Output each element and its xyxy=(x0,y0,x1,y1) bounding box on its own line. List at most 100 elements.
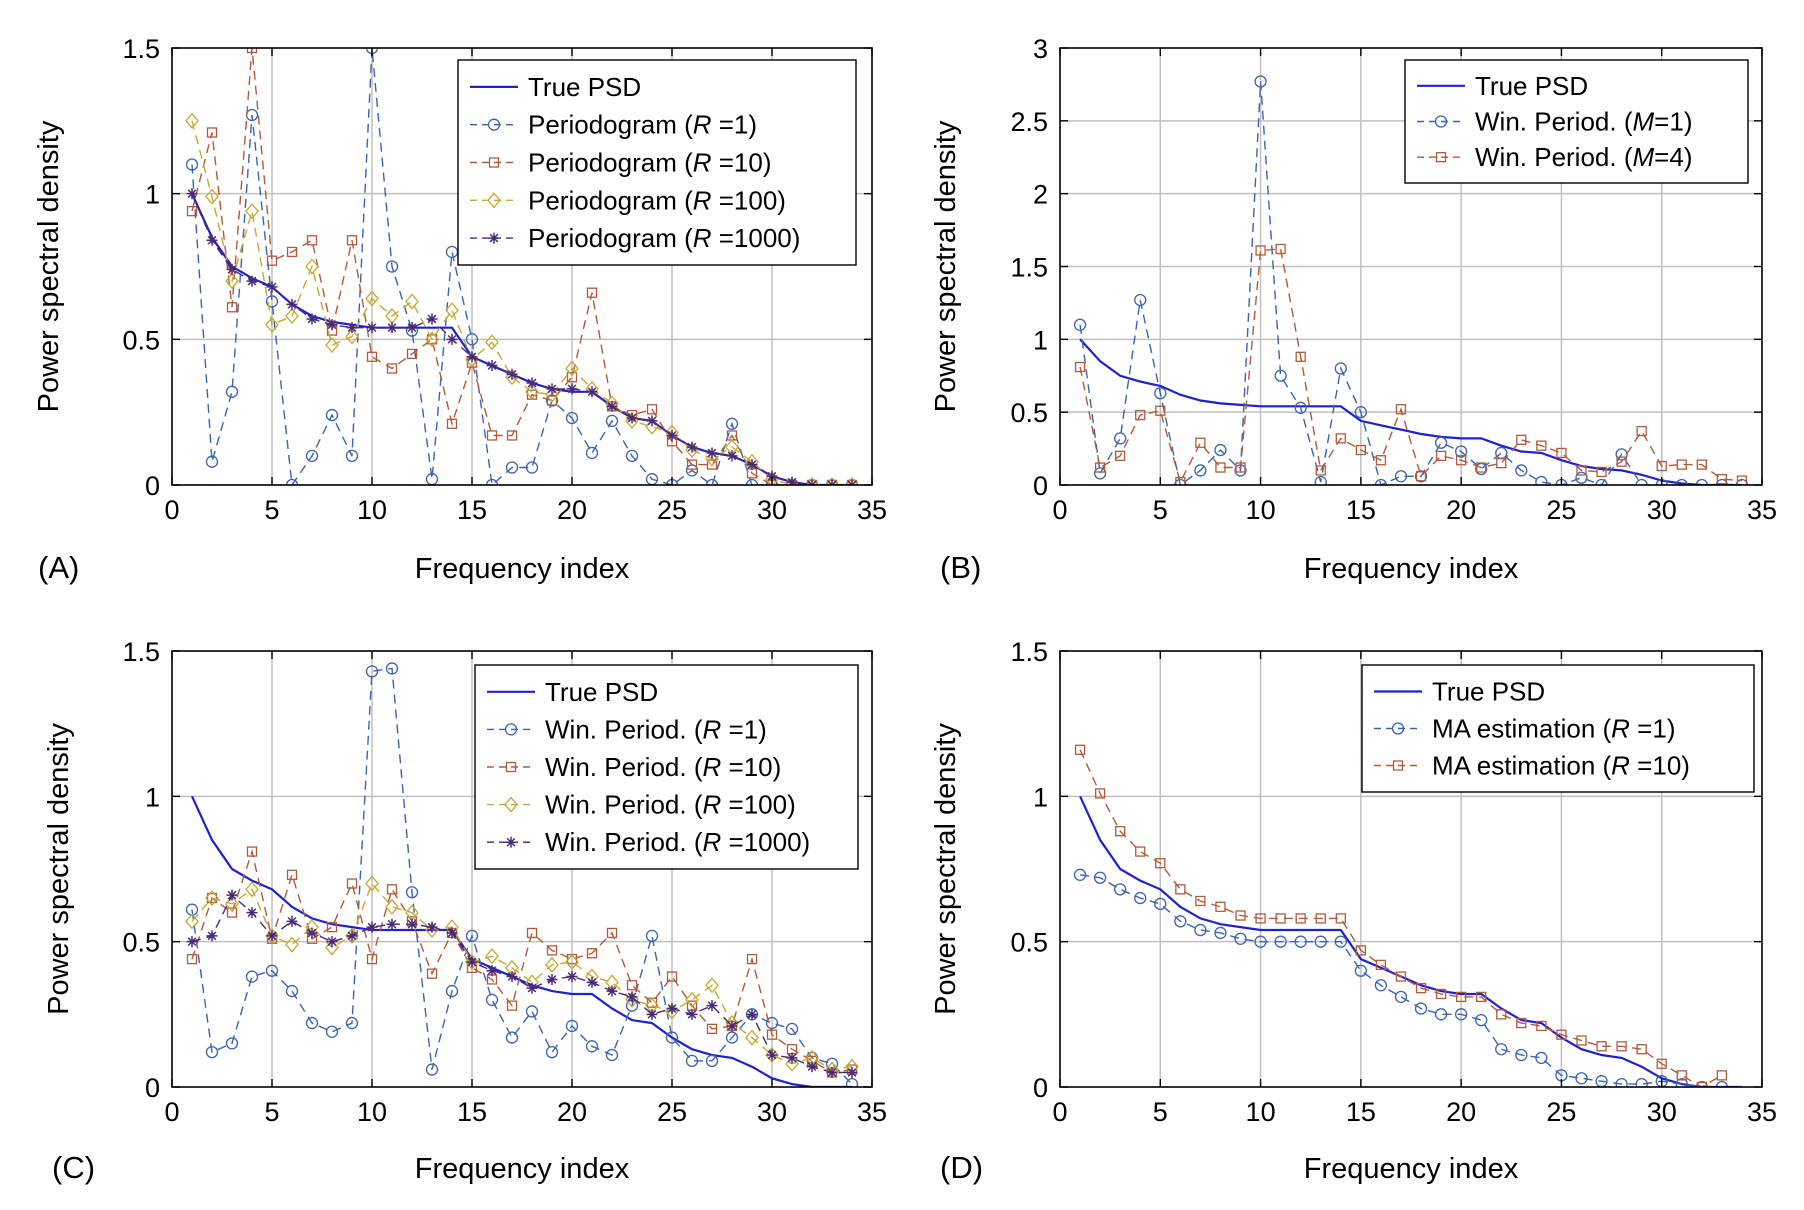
data-point xyxy=(345,328,359,345)
data-point xyxy=(786,476,798,485)
data-point xyxy=(186,188,198,200)
data-point xyxy=(605,1048,619,1062)
data-point xyxy=(306,313,318,325)
y-tick-label: 1.5 xyxy=(122,34,160,64)
data-point xyxy=(445,302,459,319)
legend-label: True PSD xyxy=(1432,677,1545,707)
data-point xyxy=(465,929,479,943)
data-point xyxy=(305,1016,319,1030)
data-point xyxy=(1635,1077,1648,1087)
data-point xyxy=(1275,913,1286,924)
data-point xyxy=(1073,318,1087,331)
data-point xyxy=(1335,433,1346,444)
data-point xyxy=(1155,858,1166,869)
data-point xyxy=(1073,868,1087,881)
data-point xyxy=(546,383,558,395)
data-point xyxy=(285,936,299,953)
data-point xyxy=(326,936,338,948)
data-point xyxy=(1635,478,1648,485)
data-point xyxy=(1135,409,1146,421)
series-line xyxy=(191,795,852,1087)
data-point xyxy=(666,971,678,982)
data-point xyxy=(305,258,319,275)
data-point xyxy=(1715,478,1729,485)
data-point xyxy=(745,1029,759,1046)
y-tick-label: 0 xyxy=(145,471,160,501)
series-r1000 xyxy=(186,188,858,485)
data-point xyxy=(645,929,659,943)
y-tick-label: 2.5 xyxy=(1010,107,1048,137)
data-point xyxy=(366,921,378,933)
x-tick-label: 30 xyxy=(757,495,787,525)
y-axis-label: Power spectral density xyxy=(930,723,962,1015)
ticks: 0 5 10 15 20 25 30 35 0 0.5 1 1.5 xyxy=(1010,637,1777,1127)
data-point xyxy=(246,907,258,919)
data-point xyxy=(426,334,438,345)
data-point xyxy=(725,1031,739,1044)
data-point xyxy=(1294,401,1307,414)
data-point xyxy=(705,1054,719,1067)
y-tick-label: 1 xyxy=(145,782,160,812)
data-point xyxy=(1154,897,1167,911)
data-point xyxy=(1115,826,1126,837)
data-point xyxy=(1414,1002,1428,1015)
data-point xyxy=(1195,437,1206,448)
data-point xyxy=(266,281,278,293)
data-point xyxy=(706,447,718,459)
data-point xyxy=(626,980,638,991)
data-point xyxy=(506,971,518,983)
legend-label: True PSD xyxy=(545,677,658,707)
y-tick-label: 0.5 xyxy=(122,325,160,355)
data-point xyxy=(1696,1081,1707,1087)
axes-box xyxy=(1059,650,1763,1088)
data-point xyxy=(1355,444,1367,456)
data-point xyxy=(646,415,658,427)
series-r10 xyxy=(1074,744,1728,1087)
data-point xyxy=(526,377,538,389)
data-point xyxy=(566,383,578,395)
legend-item: Periodogram (R =1) xyxy=(470,110,757,140)
data-point xyxy=(786,1052,798,1064)
plot-area xyxy=(185,662,859,1087)
legend-marker xyxy=(488,157,500,168)
data-point xyxy=(486,360,498,372)
data-point xyxy=(305,449,319,463)
x-axis-label: Frequency index xyxy=(1304,553,1519,585)
legend-marker xyxy=(1435,152,1447,163)
series-r1 xyxy=(1073,868,1729,1087)
x-axis-label: Frequency index xyxy=(1304,1153,1519,1185)
data-point xyxy=(1334,935,1347,948)
series-r1 xyxy=(185,662,859,1087)
data-point xyxy=(1575,471,1588,484)
data-point xyxy=(445,984,459,998)
x-axis-label: Frequency index xyxy=(415,553,630,585)
data-point xyxy=(1154,387,1167,400)
data-point xyxy=(1696,459,1707,470)
data-point xyxy=(545,394,559,407)
data-point xyxy=(726,1020,738,1032)
ticks: 0 5 10 15 20 25 30 35 0 0.5 1 1.5 xyxy=(122,34,887,525)
data-point xyxy=(1094,462,1106,473)
data-point xyxy=(1716,1070,1728,1081)
legend-item: Win. Period. (R =1000) xyxy=(487,827,810,857)
data-point xyxy=(726,450,738,462)
data-point xyxy=(1556,447,1567,459)
data-point xyxy=(346,878,358,889)
x-tick-label: 0 xyxy=(1052,495,1067,525)
data-point xyxy=(386,884,398,895)
data-point xyxy=(245,203,259,220)
data-point xyxy=(385,260,399,273)
data-point xyxy=(226,302,238,313)
data-point xyxy=(685,991,699,1008)
data-point xyxy=(1254,935,1267,948)
legend-marker xyxy=(1434,115,1448,128)
data-point xyxy=(1214,443,1227,457)
data-point xyxy=(425,331,439,348)
data-point xyxy=(1195,895,1206,907)
data-point xyxy=(506,1000,518,1011)
data-point xyxy=(465,954,479,971)
data-point xyxy=(425,1063,439,1076)
x-tick-label: 20 xyxy=(1446,495,1476,525)
data-point xyxy=(1074,361,1086,373)
panel-d: 0 5 10 15 20 25 30 35 0 0.5 1 1.5 Frequency index Pow… xyxy=(930,637,1777,1185)
